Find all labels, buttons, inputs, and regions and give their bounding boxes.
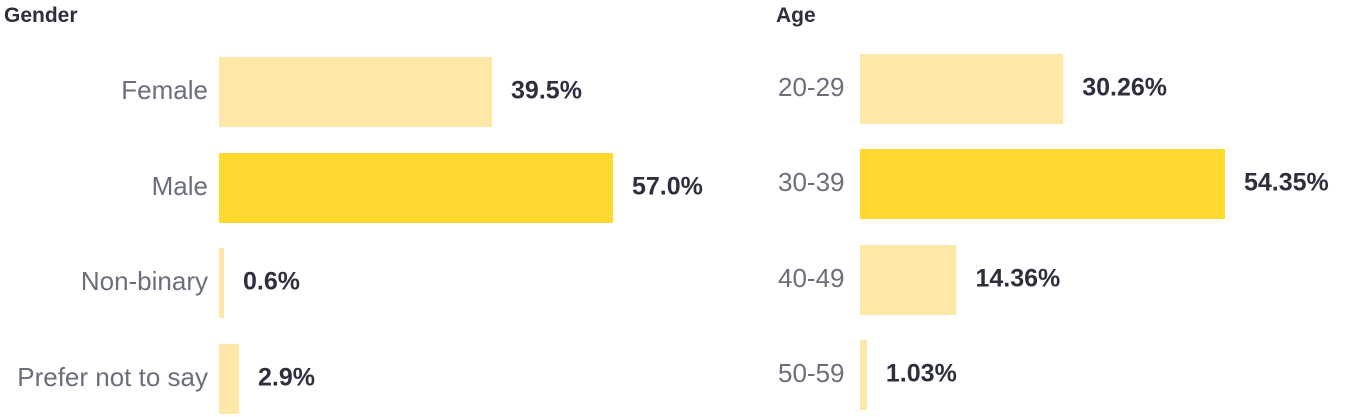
gender-bar — [219, 248, 224, 318]
gender-chart-svg: Female 39.5% Male 57.0% Non-binary 0.6% Prefer… — [17, 57, 703, 414]
gender-value-label: 39.5% — [511, 77, 582, 105]
age-bar — [860, 149, 1225, 219]
age-value-label: 30.26% — [1082, 74, 1167, 102]
gender-value-label: 0.6% — [243, 268, 300, 296]
age-category-label: 20-29 — [778, 72, 845, 102]
gender-chart: Gender Female 39.5% Male 57.0% Non-binary 0.6… — [4, 4, 703, 414]
gender-bar — [219, 153, 613, 223]
age-bar — [860, 245, 957, 315]
age-bar — [860, 54, 1064, 124]
gender-category-label: Female — [121, 75, 208, 105]
gender-chart-title: Gender — [4, 4, 78, 27]
age-value-label: 1.03% — [886, 360, 957, 388]
age-value-label: 14.36% — [975, 265, 1060, 293]
age-chart-svg: 20-29 30.26% 30-39 54.35% 40-49 14.36% 50-59 1.… — [778, 54, 1329, 410]
age-category-label: 40-49 — [778, 263, 845, 293]
gender-value-label: 2.9% — [258, 364, 315, 392]
gender-bar — [219, 344, 240, 414]
age-category-label: 50-59 — [778, 358, 845, 388]
age-chart: Age 20-29 30.26% 30-39 54.35% 40-49 14.36% 50-… — [776, 0, 1346, 417]
age-category-label: 30-39 — [778, 167, 845, 197]
gender-category-label: Prefer not to say — [17, 362, 208, 392]
age-value-label: 54.35% — [1244, 169, 1329, 197]
gender-value-label: 57.0% — [632, 173, 703, 201]
gender-category-label: Non-binary — [81, 266, 208, 296]
age-bar — [860, 340, 867, 410]
gender-category-label: Male — [152, 171, 208, 201]
age-chart-title: Age — [776, 4, 816, 27]
gender-bar — [219, 57, 493, 127]
